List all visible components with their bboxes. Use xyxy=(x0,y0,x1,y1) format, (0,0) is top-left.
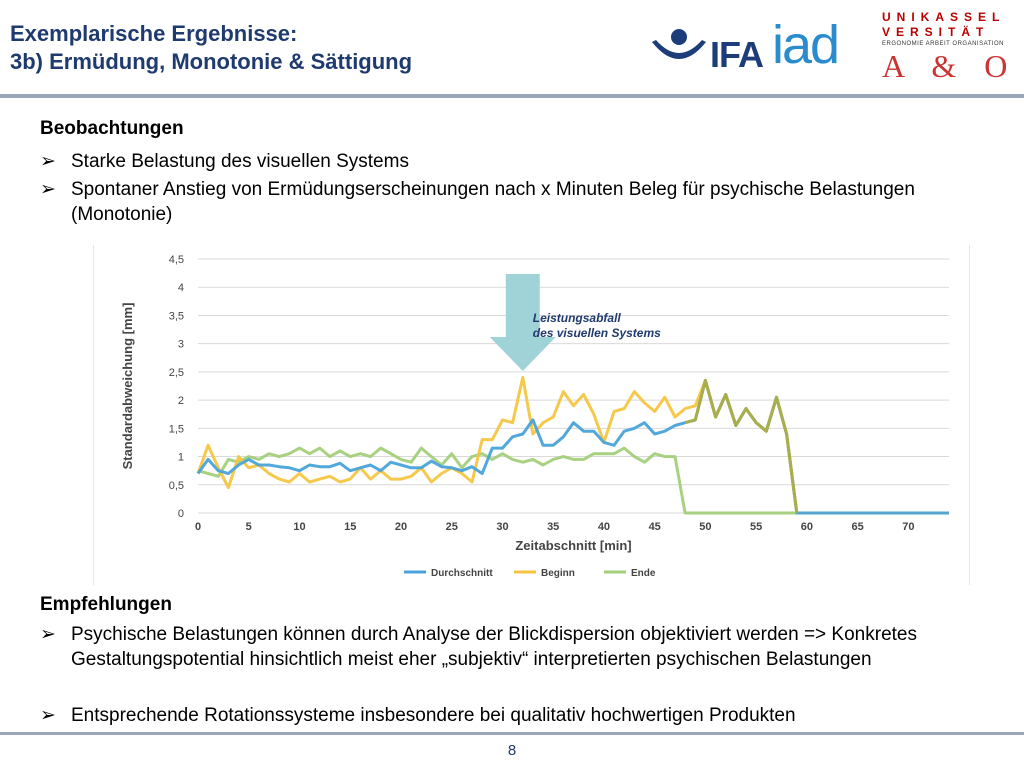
observation-bullet-1: ➢ Starke Belastung des visuellen Systems xyxy=(40,149,970,174)
annotation-line-1: Leistungsabfall xyxy=(533,311,622,325)
y-tick-label: 1,5 xyxy=(169,423,184,435)
x-tick-label: 55 xyxy=(750,521,762,533)
x-tick-label: 25 xyxy=(446,521,458,533)
ifa-logo-text: IFA xyxy=(710,34,764,75)
annotation-line-2: des visuellen Systems xyxy=(533,326,661,340)
iad-logo: iad xyxy=(772,15,840,75)
chart-panel: Leistungsabfall des visuellen Systems 0 0,… xyxy=(93,245,970,585)
y-tick-label: 2,5 xyxy=(169,367,184,379)
series-line-beginn xyxy=(196,376,949,515)
uni-subtitle: ERGONOMIE ARBEIT ORGANISATION xyxy=(882,41,1004,47)
header-divider xyxy=(0,94,1024,98)
ifa-logo-icon xyxy=(652,29,706,59)
recommendation-bullet-2: ➢ Entsprechende Rotationssysteme insbeso… xyxy=(40,703,970,728)
title-line-2: 3b) Ermüdung, Monotonie & Sättigung xyxy=(10,49,413,74)
y-tick-label: 2 xyxy=(178,395,184,407)
legend-label: Beginn xyxy=(541,568,575,579)
y-tick-label: 4 xyxy=(178,282,184,294)
y-tick-label: 1 xyxy=(178,452,184,464)
x-tick-label: 30 xyxy=(496,521,508,533)
page-number: 8 xyxy=(507,742,517,759)
x-tick-label: 15 xyxy=(344,521,356,533)
uni-ao-logo: A & O xyxy=(882,48,1018,84)
recommendations-heading: Empfehlungen xyxy=(40,594,172,615)
x-tick-label: 70 xyxy=(902,521,914,533)
y-tick-label: 3 xyxy=(178,339,184,351)
uni-row-1: UNIKASSEL xyxy=(882,10,1006,24)
x-tick-label: 10 xyxy=(293,521,305,533)
series-line-durchschnitt xyxy=(196,378,949,515)
bullet-arrow-icon: ➢ xyxy=(40,179,56,200)
x-tick-label: 60 xyxy=(801,521,813,533)
y-tick-label: 3,5 xyxy=(169,310,184,322)
x-tick-label: 5 xyxy=(246,521,252,533)
legend-label: Durchschnitt xyxy=(431,568,493,579)
x-tick-label: 65 xyxy=(852,521,864,533)
observations-heading: Beobachtungen xyxy=(40,118,184,139)
x-tick-label: 45 xyxy=(649,521,661,533)
observation-text-2: Spontaner Anstieg von Ermüdungserscheinu… xyxy=(71,179,915,225)
bullet-arrow-icon: ➢ xyxy=(40,624,56,645)
x-tick-label: 50 xyxy=(699,521,711,533)
footer-divider xyxy=(0,732,1024,735)
x-tick-label: 40 xyxy=(598,521,610,533)
recommendation-bullet-1: ➢ Psychische Belastungen können durch An… xyxy=(40,622,970,672)
recommendation-text-2: Entsprechende Rotationssysteme insbesond… xyxy=(71,705,796,726)
title-line-1: Exemplarische Ergebnisse: xyxy=(10,21,298,46)
series-line-overlap xyxy=(684,378,799,514)
down-arrow-icon xyxy=(489,274,556,371)
uni-kassel-logo: UNIKASSEL VERSITÄT ERGONOMIE ARBEIT ORGA… xyxy=(882,10,1022,83)
x-tick-label: 0 xyxy=(195,521,201,533)
y-tick-label: 4,5 xyxy=(169,254,184,266)
recommendation-text-1: Psychische Belastungen können durch Anal… xyxy=(71,624,917,670)
legend-label: Ende xyxy=(631,568,656,579)
uni-row-2: VERSITÄT xyxy=(882,25,990,39)
y-tick-label: 0,5 xyxy=(169,480,184,492)
x-tick-label: 20 xyxy=(395,521,407,533)
logo-area: IFA iad UNIKASSEL VERSITÄT ERGONOMIE ARB… xyxy=(640,8,1020,88)
observation-bullet-2: ➢ Spontaner Anstieg von Ermüdungserschei… xyxy=(40,177,970,227)
bullet-arrow-icon: ➢ xyxy=(40,705,56,726)
y-axis-label: Standardabweichung [mm] xyxy=(120,303,135,470)
bullet-arrow-icon: ➢ xyxy=(40,151,56,172)
x-axis-label: Zeitabschnitt [min] xyxy=(515,538,631,553)
y-tick-label: 0 xyxy=(178,508,184,520)
x-tick-label: 35 xyxy=(547,521,559,533)
observation-text-1: Starke Belastung des visuellen Systems xyxy=(71,151,409,172)
page-title: Exemplarische Ergebnisse: 3b) Ermüdung, … xyxy=(10,20,412,76)
